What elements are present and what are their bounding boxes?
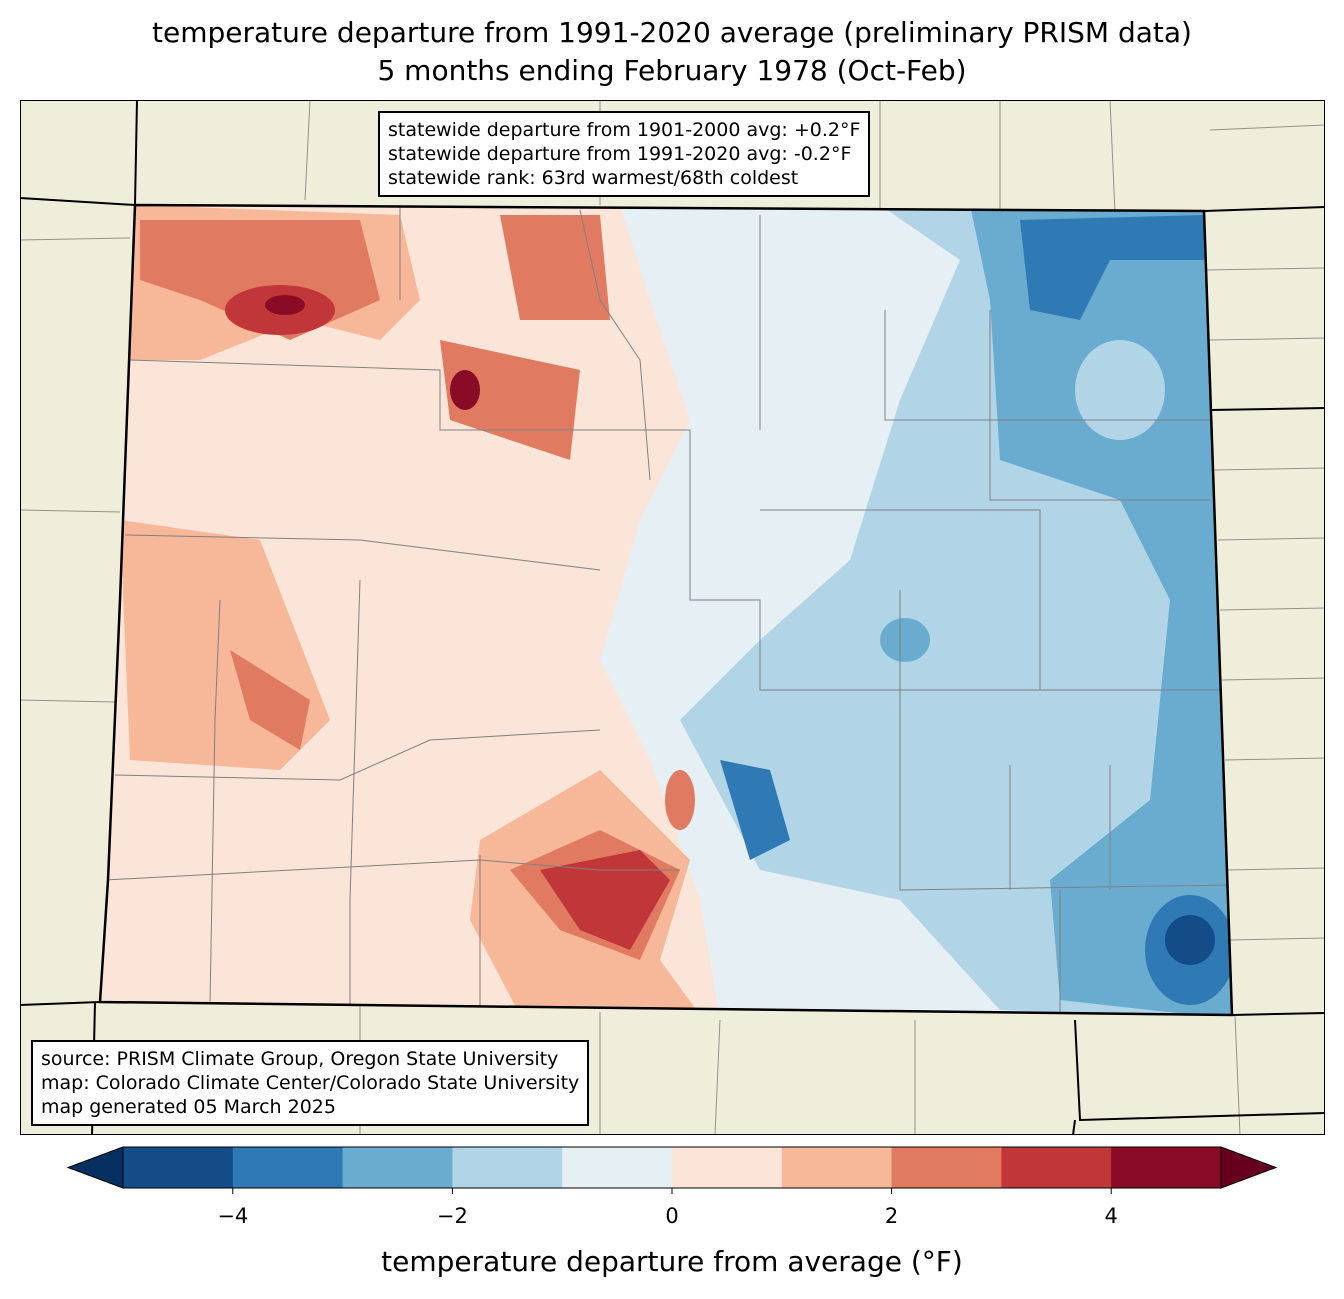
credit-generated: map generated 05 March 2025 [41,1096,336,1118]
colorbar-tick-label: −2 [436,1204,468,1228]
neighbor-county-lines [20,100,1325,1135]
colorbar [66,1146,1278,1194]
credits-box: source: PRISM Climate Group, Oregon Stat… [31,1040,590,1126]
colorbar-bin [891,1147,1002,1188]
colorbar-bin [342,1147,453,1188]
map-subtitle: 5 months ending February 1978 (Oct-Feb) [377,54,967,87]
colorbar-label: temperature departure from average (°F) [381,1245,963,1278]
stats-line-1991-2020: statewide departure from 1991-2020 avg: … [388,143,852,165]
temperature-departure-map [20,100,1325,1135]
credit-map: map: Colorado Climate Center/Colorado St… [41,1072,580,1094]
colorbar-extend-high [1220,1146,1278,1189]
colorbar-bin [562,1147,673,1188]
stats-line-1901-2000: statewide departure from 1901-2000 avg: … [388,119,861,141]
statewide-stats-box: statewide departure from 1901-2000 avg: … [378,111,871,197]
colorbar-tick-label: 4 [1104,1204,1118,1228]
colorbar-bin [123,1147,234,1188]
colorbar-bin [672,1147,783,1188]
stats-line-rank: statewide rank: 63rd warmest/68th coldes… [388,167,799,189]
colorbar-bin [1111,1147,1222,1188]
colorbar-bin [232,1147,344,1188]
colorado-departure-field [100,205,1232,1015]
colorbar-tick-label: 2 [884,1204,899,1228]
colorbar-extend-low [66,1146,124,1189]
colorbar-bin [781,1147,893,1188]
colorbar-bin [1001,1147,1112,1188]
colorbar-tick-label: −4 [217,1204,249,1228]
credit-source: source: PRISM Climate Group, Oregon Stat… [41,1048,559,1070]
county-lines [104,205,1231,1015]
map-title: temperature departure from 1991-2020 ave… [152,16,1192,49]
colorbar-tick-label: 0 [665,1204,679,1228]
colorbar-bin [452,1147,563,1188]
